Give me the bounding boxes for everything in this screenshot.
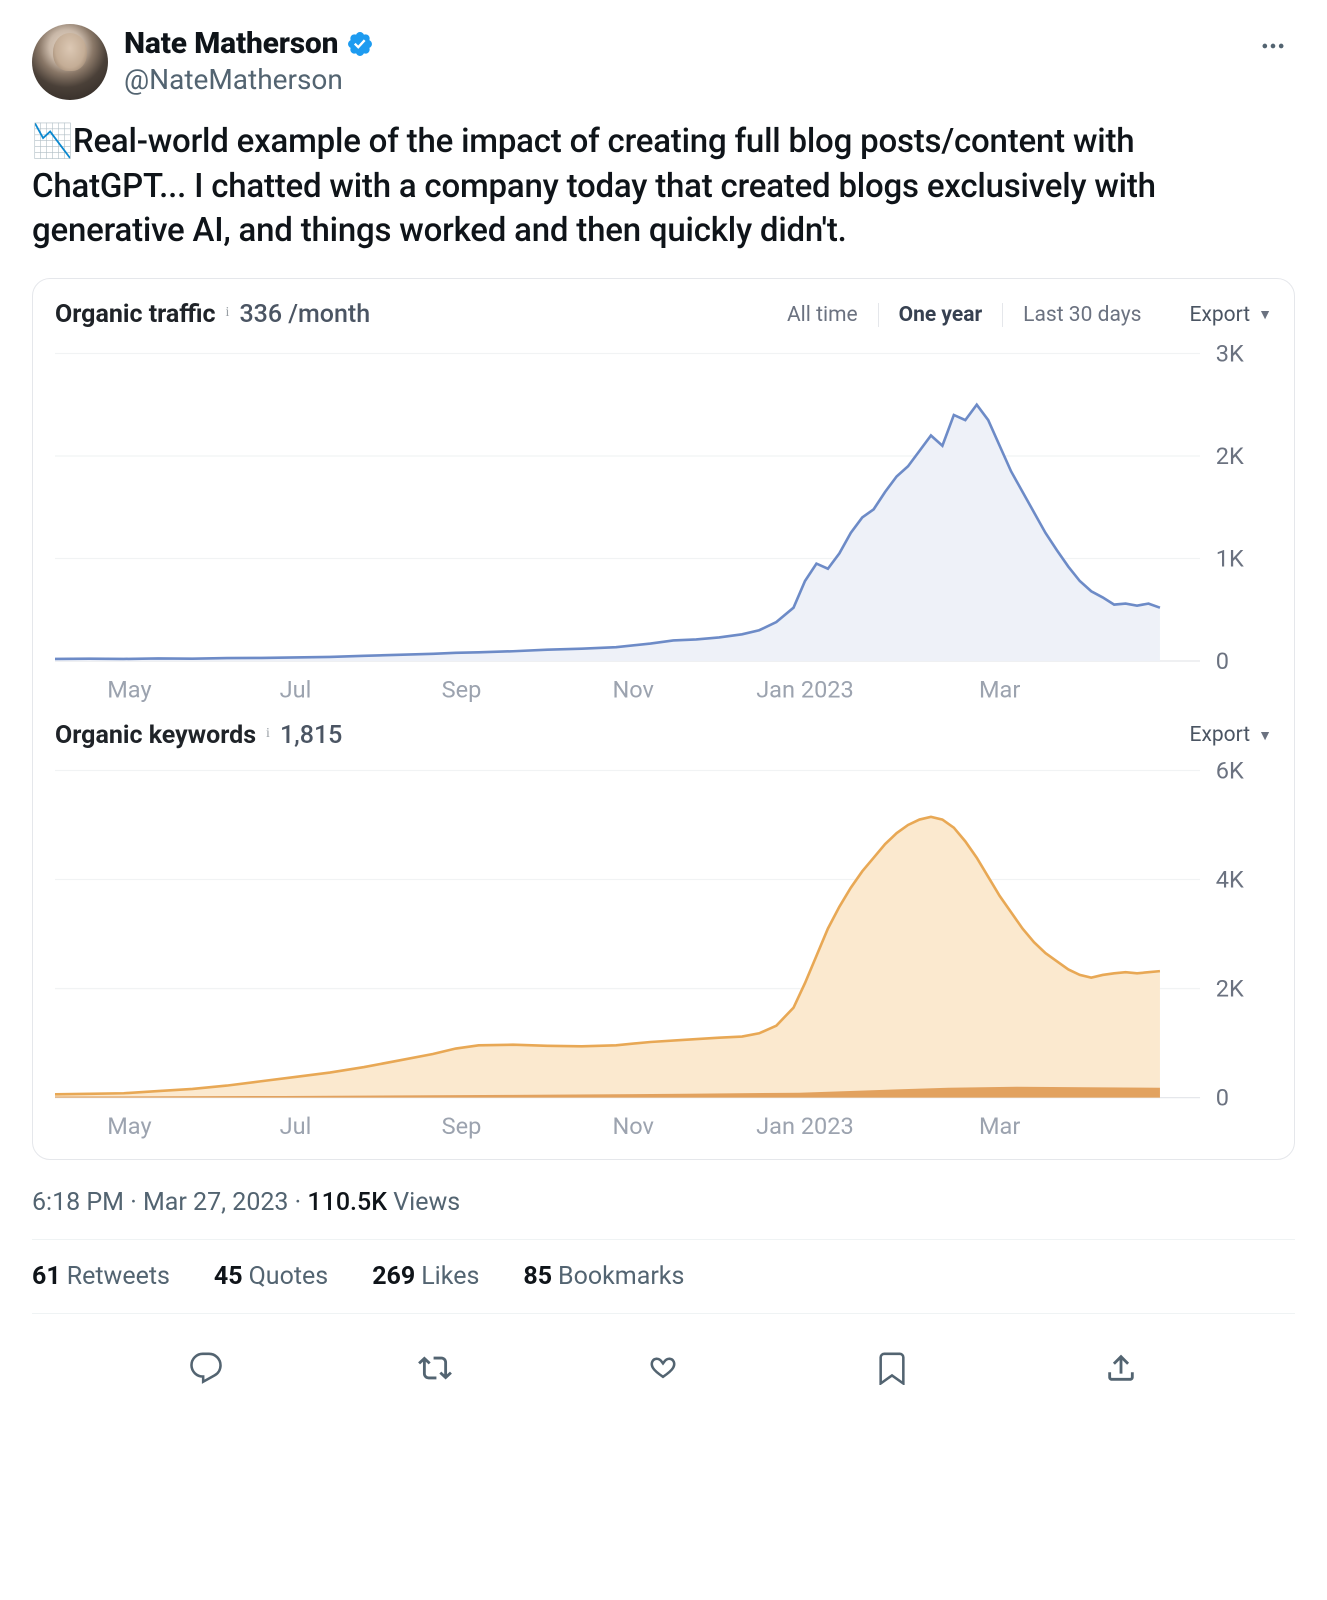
svg-text:4K: 4K [1216,865,1244,893]
svg-text:Sep: Sep [442,675,482,702]
action-bar [32,1336,1295,1392]
organic-traffic-section: Organic traffic i 336 /month All time On… [55,297,1272,703]
retweet-button[interactable] [411,1344,459,1392]
svg-text:Sep: Sep [442,1112,482,1139]
tab-last-30[interactable]: Last 30 days [1003,297,1161,333]
bookmark-button[interactable] [868,1344,916,1392]
share-button[interactable] [1097,1344,1145,1392]
organic-traffic-chart: 0 1K 2K 3K May Jul Sep Nov Jan 2023 Mar [55,343,1272,703]
retweets-stat[interactable]: 61Retweets [32,1262,170,1291]
handle[interactable]: @NateMatherson [124,63,1235,96]
chevron-down-icon: ▼ [1258,727,1272,744]
svg-text:Jan 2023: Jan 2023 [756,1112,854,1139]
more-button[interactable] [1251,24,1295,72]
verified-badge-icon [346,30,374,58]
svg-text:3K: 3K [1216,343,1244,367]
reply-button[interactable] [182,1344,230,1392]
avatar[interactable] [32,24,108,100]
likes-stat[interactable]: 269Likes [372,1262,479,1291]
export-button[interactable]: Export▼ [1162,303,1272,327]
svg-text:Nov: Nov [613,1112,654,1139]
chart-value: 336 /month [239,300,370,329]
chart-down-emoji: 📉 [32,122,73,161]
svg-text:0: 0 [1216,1083,1229,1111]
svg-text:Jul: Jul [280,675,312,702]
like-button[interactable] [639,1344,687,1392]
svg-text:Jan 2023: Jan 2023 [756,675,854,702]
svg-text:May: May [107,1112,151,1139]
tweet-text: 📉Real-world example of the impact of cre… [32,120,1295,254]
svg-text:Jul: Jul [280,1112,312,1139]
divider [32,1313,1295,1314]
svg-text:1K: 1K [1216,544,1244,572]
bookmarks-stat[interactable]: 85Bookmarks [523,1262,684,1291]
export-button[interactable]: Export▼ [1162,723,1272,747]
svg-text:Mar: Mar [979,675,1020,702]
tab-one-year[interactable]: One year [879,297,1003,333]
chart-title: Organic keywords [55,721,256,750]
svg-text:2K: 2K [1216,974,1244,1002]
embedded-image-card[interactable]: Organic traffic i 336 /month All time On… [32,278,1295,1160]
tweet-meta: 6:18 PM · Mar 27, 2023 · 110.5K Views [32,1188,1295,1217]
svg-text:Mar: Mar [979,1112,1020,1139]
organic-keywords-section: Organic keywords i 1,815 Export▼ 0 2K 4K 6K… [55,721,1272,1139]
chevron-down-icon: ▼ [1258,306,1272,323]
svg-text:Nov: Nov [613,675,654,702]
range-tabs: All time One year Last 30 days [767,297,1162,333]
chart-title: Organic traffic [55,300,216,329]
svg-text:0: 0 [1216,646,1229,674]
quotes-stat[interactable]: 45Quotes [214,1262,328,1291]
info-icon: i [226,305,230,321]
engagement-stats: 61Retweets 45Quotes 269Likes 85Bookmarks [32,1262,1295,1291]
divider [32,1239,1295,1240]
svg-text:2K: 2K [1216,441,1244,469]
svg-text:May: May [107,675,151,702]
svg-text:6K: 6K [1216,760,1244,784]
info-icon: i [266,726,270,742]
tab-all-time[interactable]: All time [767,297,878,333]
chart-value: 1,815 [280,721,342,750]
tweet-header: Nate Matherson @NateMatherson [32,24,1295,100]
organic-keywords-chart: 0 2K 4K 6K May Jul Sep Nov Jan 2023 Mar [55,760,1272,1139]
display-name[interactable]: Nate Matherson [124,26,338,61]
